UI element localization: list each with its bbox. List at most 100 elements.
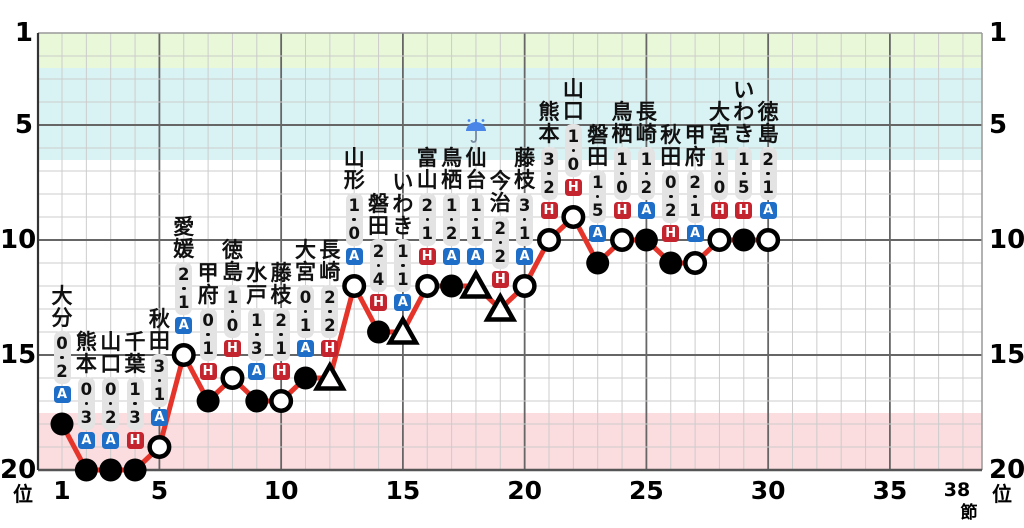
home-badge: H [418,248,436,265]
score-digit: 1 [397,241,409,261]
matchday-tick: 10 [263,476,299,505]
away-badge: A [297,340,314,357]
score-separator-dot [206,332,210,336]
score-digit: 2 [445,224,458,243]
away-badge: A [759,202,777,219]
opponent-name: 甲府 [685,124,706,168]
score-digit: 1 [397,270,409,289]
score-digit: 4 [372,270,385,289]
score-separator-dot [522,217,527,221]
score-digit: 1 [518,224,531,243]
score-digit: 1 [762,178,774,197]
away-badge: A [637,202,655,219]
opponent-name: いわき [392,171,413,237]
matchday-tick: 1 [53,476,71,505]
opponent-name: 山口 [100,331,121,375]
opponent-name-char: 甲 [197,260,219,285]
away-badge: A [175,317,193,334]
score-separator-dot [157,378,162,382]
score-digit: 2 [178,264,190,284]
match-point-loss-circle [634,228,658,252]
opponent-name-char: 山 [100,329,122,354]
opponent-name-char: 田 [660,144,682,169]
opponent-name-char: 磐 [587,122,609,147]
score-separator-dot [376,263,381,267]
opponent-name-char: 田 [148,328,170,353]
opponent-name: 今治 [490,170,511,214]
score-separator-dot [84,401,89,405]
score-digit: 3 [518,195,531,215]
rank-tick-right: 5 [989,110,1008,140]
opponent-name-char: 栖 [611,121,633,146]
opponent-name: 磐田 [368,193,389,237]
score-digit: 0 [104,379,117,399]
opponent-name-char: 山 [562,76,584,101]
matchday-tick: 30 [750,476,786,505]
match-point-win-circle [171,343,196,367]
score-digit: 3 [80,408,93,427]
away-badge: A [53,386,71,403]
away-badge: A [150,409,168,426]
score-digit: 1 [567,126,580,146]
opponent-name-char: 枝 [514,167,536,192]
opponent-name-char: 田 [368,213,390,238]
match-point-win-circle [707,228,732,252]
score-separator-dot [401,263,405,267]
away-badge: A [77,432,95,449]
score-digit: 2 [372,241,385,261]
rain-icon [464,118,488,148]
opponent-name: 大宮 [709,101,730,145]
rank-unit-left: 位 [13,482,33,506]
score-digit: 0 [348,224,360,243]
opponent-name-char: 富 [416,145,438,170]
score-digit: 2 [275,310,287,330]
opponent-name: 大分 [52,285,73,329]
rank-unit-right: 位 [992,482,1012,506]
opponent-name-char: 枝 [270,282,292,307]
match-point-win-circle [342,274,367,298]
rank-tick-left: 5 [14,110,33,140]
opponent-name-char: 形 [343,167,365,192]
home-badge: H [613,202,631,219]
score-separator-dot [449,217,454,221]
opponent-name-char: 長 [319,237,341,262]
score-digit: 1 [713,149,726,169]
match-point-win-circle [561,205,586,229]
opponent-name-char: 徳 [757,99,779,124]
rank-tick-left: 15 [0,340,37,370]
opponent-name-char: 大 [295,237,316,262]
score-digit: 1 [129,379,141,399]
score-separator-dot [595,194,600,198]
score-separator-dot [669,194,673,198]
score-digit: 2 [421,195,433,215]
score-separator-dot [182,286,186,290]
matchday-tick: 35 [872,476,908,505]
opponent-name-char: い [733,77,755,102]
away-badge: A [443,248,461,265]
opponent-name-char: き [392,213,414,238]
home-badge: H [491,271,509,288]
score-digit: 2 [104,408,117,427]
rank-tick-right: 10 [989,225,1024,255]
match-point-loss-circle [440,274,464,298]
score-digit: 2 [494,218,507,238]
rank-tick-left: 1 [14,18,33,48]
match-point-loss-circle [245,389,269,413]
opponent-name: 山口 [563,78,584,122]
